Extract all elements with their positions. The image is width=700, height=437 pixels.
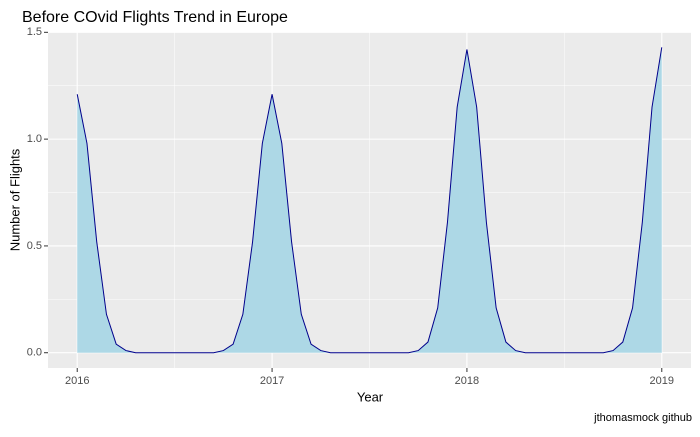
y-tick-label: 1.5 [27,26,42,38]
y-tick-label: 1.0 [27,133,42,145]
chart-title: Before COvid Flights Trend in Europe [22,9,288,26]
caption: jthomasmock github [593,412,692,424]
x-tick-label: 2017 [260,375,284,387]
y-tick-label: 0.0 [27,347,42,359]
x-axis-title: Year [357,389,384,404]
y-axis-title: Number of Flights [7,148,22,251]
x-tick-label: 2019 [650,375,674,387]
y-tick-label: 0.5 [27,240,42,252]
x-tick-label: 2018 [455,375,479,387]
area-line [76,47,663,354]
x-tick-label: 2016 [65,375,89,387]
